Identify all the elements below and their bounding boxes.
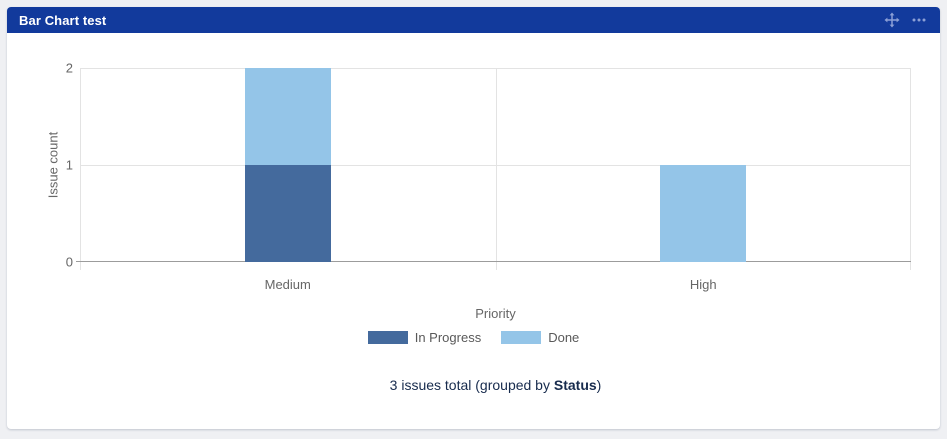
footer-prefix: 3 issues total (grouped by <box>389 377 554 393</box>
gadget-card: Bar Chart test Issue cou <box>7 7 940 429</box>
more-options-button[interactable] <box>910 11 928 29</box>
y-tick-label: 1 <box>65 157 73 173</box>
legend-swatch-done <box>501 331 542 344</box>
footer-suffix: ) <box>596 377 602 393</box>
move-button[interactable] <box>883 11 901 29</box>
bar-segment-high-done[interactable] <box>660 165 747 262</box>
legend-swatch-in-progress <box>367 331 408 344</box>
gridline-vertical <box>80 68 81 270</box>
bar-high <box>660 68 747 262</box>
x-axis-line <box>76 261 911 262</box>
bar-segment-medium-done[interactable] <box>244 68 331 165</box>
x-category-label: High <box>689 277 717 292</box>
plot-area <box>76 68 911 270</box>
legend-item-done[interactable]: Done <box>501 331 579 344</box>
gadget-footer: 3 issues total (grouped by Status) <box>80 377 911 393</box>
legend-item-in-progress[interactable]: In Progress <box>367 330 482 345</box>
gridline-vertical <box>495 68 497 270</box>
x-axis-labels: Medium High <box>80 278 911 294</box>
gadget-title: Bar Chart test <box>19 12 107 28</box>
bar-segment-medium-in-progress[interactable] <box>244 165 331 262</box>
legend-label: Done <box>548 330 580 345</box>
y-tick-label: 2 <box>65 60 73 76</box>
y-tick-label: 0 <box>65 254 73 270</box>
chart-legend: In Progress Done <box>7 331 940 344</box>
move-icon <box>884 12 900 28</box>
more-options-icon <box>912 18 926 22</box>
gridline-horizontal <box>80 165 911 166</box>
gridline-horizontal <box>80 68 911 69</box>
legend-label: In Progress <box>414 330 482 345</box>
gadget-header: Bar Chart test <box>7 7 940 33</box>
gridline-vertical <box>910 68 911 270</box>
y-axis-ticks: 0 1 2 <box>7 62 73 269</box>
footer-group-by: Status <box>553 377 597 393</box>
x-axis-title: Priority <box>475 306 516 321</box>
bar-medium <box>244 68 331 262</box>
x-category-label: Medium <box>264 277 311 292</box>
